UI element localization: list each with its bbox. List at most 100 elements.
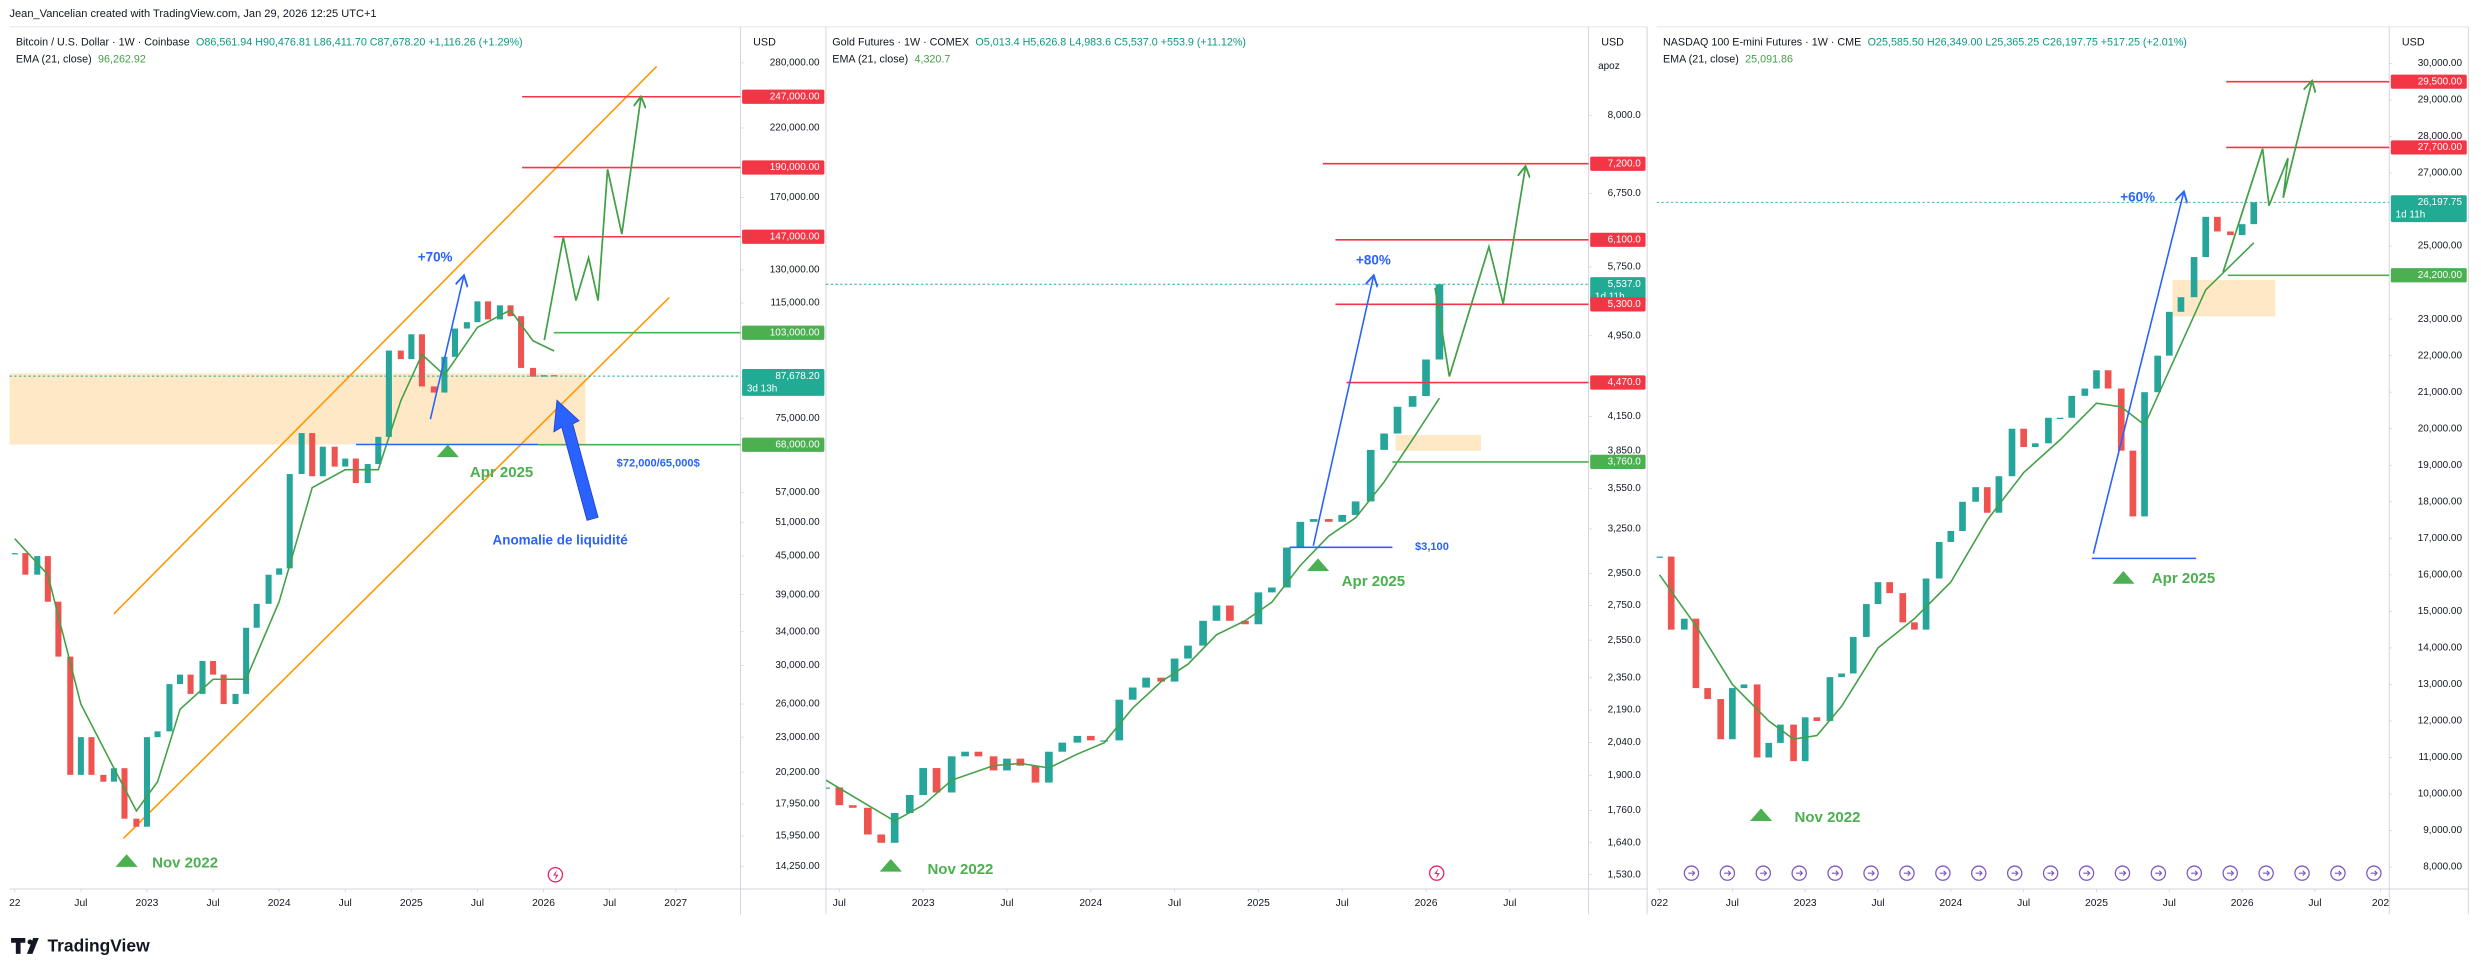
- x-tick-label: 2023: [136, 898, 159, 909]
- candle: [484, 301, 492, 320]
- y-tick-label: 3,850.0: [1608, 446, 1642, 457]
- x-tick-label: 2026: [532, 898, 555, 909]
- candle: [1380, 433, 1388, 450]
- x-tick-label: 22: [9, 898, 21, 909]
- indicator-value: 4,320.7: [914, 53, 950, 65]
- candle: [2154, 355, 2161, 393]
- annotation: Apr 2025: [470, 464, 533, 481]
- candle: [88, 737, 95, 775]
- level-box: [2390, 74, 2467, 89]
- x-tick-label: Jul: [1503, 898, 1516, 909]
- event-icon-arrow: [2119, 870, 2127, 876]
- x-tick-label: 2026: [1415, 898, 1438, 909]
- event-icon-arrow: [1688, 870, 1696, 876]
- currency-note: apoz: [1598, 61, 1620, 72]
- indicator-value: 96,262.92: [98, 53, 146, 65]
- candle: [1717, 699, 1725, 740]
- chart-panel: +70% Apr 2025 Nov 2022 $72,000/65,000$ Anoma…: [9, 26, 827, 915]
- level-box: [1590, 156, 1646, 171]
- x-tick-label: Jul: [1336, 898, 1349, 909]
- y-tick-label: 8,000.0: [1608, 110, 1642, 121]
- level-label: 7,200.0: [1608, 158, 1642, 169]
- y-tick-label: 21,000.00: [2418, 387, 2463, 398]
- symbol-title: Gold Futures · 1W · COMEX: [832, 37, 969, 49]
- symbol-title: NASDAQ 100 E-mini Futures · 1W · CME: [1663, 37, 1861, 49]
- candle: [1849, 636, 1857, 674]
- y-tick-label: 9,000.00: [2423, 825, 2462, 836]
- level-label: 3,760.0: [1608, 457, 1642, 468]
- annotation: +80%: [1356, 253, 1391, 268]
- level-label: 190,000.00: [770, 162, 820, 173]
- y-tick-label: 30,000.00: [775, 660, 820, 671]
- y-tick-label: 27,000.00: [2418, 168, 2463, 179]
- y-tick-label: 17,000.00: [2418, 533, 2463, 544]
- candle: [418, 334, 425, 387]
- y-tick-label: 22,000.00: [2418, 350, 2463, 361]
- event-icon-arrow: [2155, 870, 2163, 876]
- x-tick-label: Jul: [2308, 898, 2321, 909]
- event-icon-arrow: [1867, 870, 1875, 876]
- annotation: Nov 2022: [927, 861, 993, 878]
- marker-triangle: [1749, 808, 1773, 821]
- candle: [286, 474, 293, 569]
- level-box: [2390, 195, 2467, 223]
- ohlc: O5,013.4 H5,626.8 L4,983.6 C5,537.0 +553…: [975, 37, 1246, 49]
- level-sublabel: 1d 11h: [1595, 292, 1625, 303]
- y-tick-label: 1,640.0: [1608, 837, 1642, 848]
- level-label: 27,700.00: [2418, 142, 2463, 153]
- y-tick-label: 2,190.0: [1608, 705, 1642, 716]
- indicator-name: EMA (21, close): [1663, 53, 1739, 65]
- candle: [1058, 742, 1067, 752]
- candle: [919, 768, 928, 796]
- annotation: Apr 2025: [2152, 570, 2215, 587]
- zone: [2172, 279, 2276, 317]
- candle: [518, 316, 525, 368]
- y-tick-label: 11,000.00: [2418, 752, 2462, 763]
- candle: [44, 556, 51, 602]
- plot-area: [1656, 82, 2390, 821]
- candle: [1031, 765, 1040, 783]
- candle: [1886, 582, 1894, 594]
- candle: [1801, 717, 1809, 762]
- level-label: 87,678.20: [775, 371, 820, 382]
- candle: [319, 446, 326, 477]
- candle: [1790, 724, 1797, 762]
- candle: [1226, 605, 1234, 621]
- y-tick-label: 6,750.0: [1608, 188, 1642, 199]
- level-label: 68,000.00: [775, 439, 820, 450]
- candle: [451, 328, 459, 357]
- x-tick-label: 2024: [1079, 898, 1102, 909]
- candle: [143, 737, 151, 827]
- candle: [463, 322, 470, 329]
- event-icon-arrow: [2047, 870, 2055, 876]
- candle: [1393, 406, 1402, 434]
- candle: [67, 656, 74, 775]
- y-tick-label: 34,000.00: [775, 626, 820, 637]
- y-tick-label: 16,000.00: [2418, 569, 2463, 580]
- y-tick-label: 1,530.0: [1608, 869, 1642, 880]
- level-box: [2390, 140, 2467, 155]
- event-icon-arrow: [1831, 870, 1840, 876]
- event-icon-arrow: [2227, 870, 2235, 876]
- x-tick-label: 2023: [1794, 898, 1817, 909]
- plot-area: [9, 65, 741, 867]
- candle: [253, 603, 260, 628]
- candle: [905, 795, 914, 814]
- candle: [309, 433, 316, 477]
- event-icon-arrow: [2083, 870, 2091, 876]
- candle: [1667, 556, 1675, 630]
- y-tick-label: 1,900.0: [1608, 770, 1642, 781]
- level-label: 147,000.00: [770, 231, 820, 242]
- candle: [220, 674, 227, 705]
- candle: [2008, 428, 2016, 477]
- level-box: [742, 89, 825, 104]
- move-arrow: [1312, 277, 1373, 546]
- ema-line: [825, 397, 1441, 822]
- x-tick-label: 2027: [664, 898, 687, 909]
- y-tick-label: 2,550.0: [1608, 635, 1642, 646]
- plot-area: [825, 162, 1589, 872]
- marker-triangle: [436, 444, 459, 458]
- candle: [1838, 673, 1845, 678]
- candle: [34, 556, 41, 575]
